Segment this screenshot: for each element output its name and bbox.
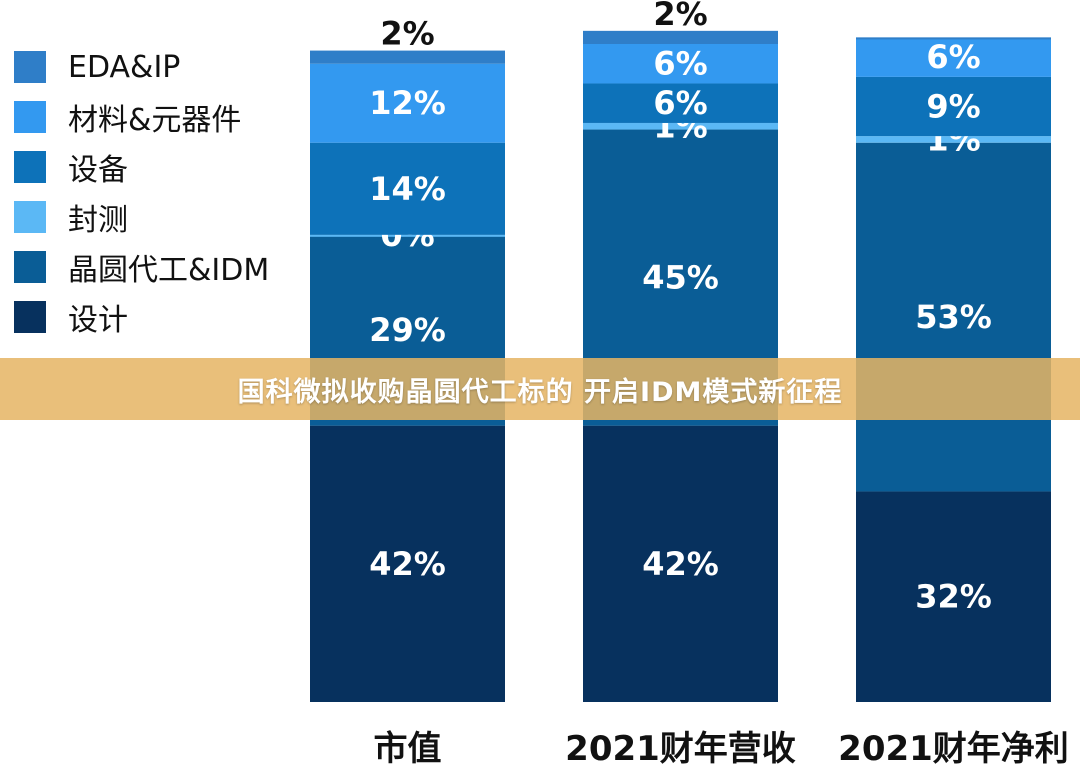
bar-segment-设备-2 — [856, 76, 1051, 137]
legend-label: 材料&元器件 — [68, 103, 242, 138]
bar-segment-eda-ip-2 — [856, 37, 1051, 40]
legend-swatch-materials — [14, 101, 46, 133]
legend-label: EDA&IP — [68, 49, 181, 85]
legend-item-equipment: 设备 — [14, 142, 269, 192]
bar-segment-晶圆代工-idm-2 — [856, 142, 1051, 492]
legend-item-eda-ip: EDA&IP — [14, 42, 269, 92]
data-label-晶圆代工-idm-1: 45% — [642, 259, 719, 297]
data-label-设计-0: 42% — [369, 545, 446, 583]
data-label-设备-1: 6% — [653, 84, 707, 122]
bar-segment-材料-元器件-1 — [583, 44, 778, 84]
category-label-2: 2021财年净利 — [838, 729, 1069, 769]
data-label-设计-2: 32% — [915, 578, 992, 616]
legend-label: 设备 — [68, 153, 128, 188]
data-label-eda-ip-1: 2% — [653, 0, 707, 33]
data-label-材料-元器件-2: 6% — [926, 38, 980, 76]
bar-segment-设备-1 — [583, 83, 778, 123]
legend-item-materials: 材料&元器件 — [14, 92, 269, 142]
legend-label: 设计 — [68, 303, 128, 338]
bar-segment-设计-2 — [856, 491, 1051, 702]
bar-segment-材料-元器件-2 — [856, 37, 1051, 77]
data-label-晶圆代工-idm-0: 29% — [369, 311, 446, 349]
legend-swatch-equipment — [14, 151, 46, 183]
legend-swatch-eda-ip — [14, 51, 46, 83]
category-label-1: 2021财年营收 — [565, 729, 796, 769]
banner-title: 国科微拟收购晶圆代工标的 开启IDM模式新征程 — [237, 376, 843, 408]
bar-segment-eda-ip-1 — [583, 30, 778, 44]
bar-segment-设备-0 — [310, 142, 505, 235]
chart-legend: EDA&IP 材料&元器件 设备 封测 晶圆代工&IDM 设计 — [14, 42, 269, 342]
legend-item-packaging-test: 封测 — [14, 192, 269, 242]
legend-label: 封测 — [68, 203, 128, 238]
data-label-晶圆代工-idm-2: 53% — [915, 298, 992, 336]
data-label-eda-ip-0: 2% — [380, 15, 434, 53]
legend-label: 晶圆代工&IDM — [68, 253, 270, 288]
data-label-材料-元器件-1: 6% — [653, 45, 707, 83]
data-label-材料-元器件-0: 12% — [369, 84, 446, 122]
data-label-设备-0: 14% — [369, 170, 446, 208]
legend-swatch-design — [14, 301, 46, 333]
bar-segment-设计-0 — [310, 425, 505, 702]
title-banner: 国科微拟收购晶圆代工标的 开启IDM模式新征程 — [0, 358, 1080, 420]
category-label-0: 市值 — [374, 729, 442, 769]
legend-swatch-packaging-test — [14, 201, 46, 233]
legend-item-design: 设计 — [14, 292, 269, 342]
bar-segment-封测-0 — [310, 234, 505, 237]
bar-segment-设计-1 — [583, 425, 778, 702]
bar-segment-eda-ip-0 — [310, 50, 505, 64]
bar-segment-封测-2 — [856, 136, 1051, 143]
bar-segment-材料-元器件-0 — [310, 63, 505, 143]
data-label-设备-2: 9% — [926, 88, 980, 126]
data-label-设计-1: 42% — [642, 545, 719, 583]
legend-item-foundry-idm: 晶圆代工&IDM — [14, 242, 269, 292]
bar-segment-封测-1 — [583, 122, 778, 130]
legend-swatch-foundry-idm — [14, 251, 46, 283]
